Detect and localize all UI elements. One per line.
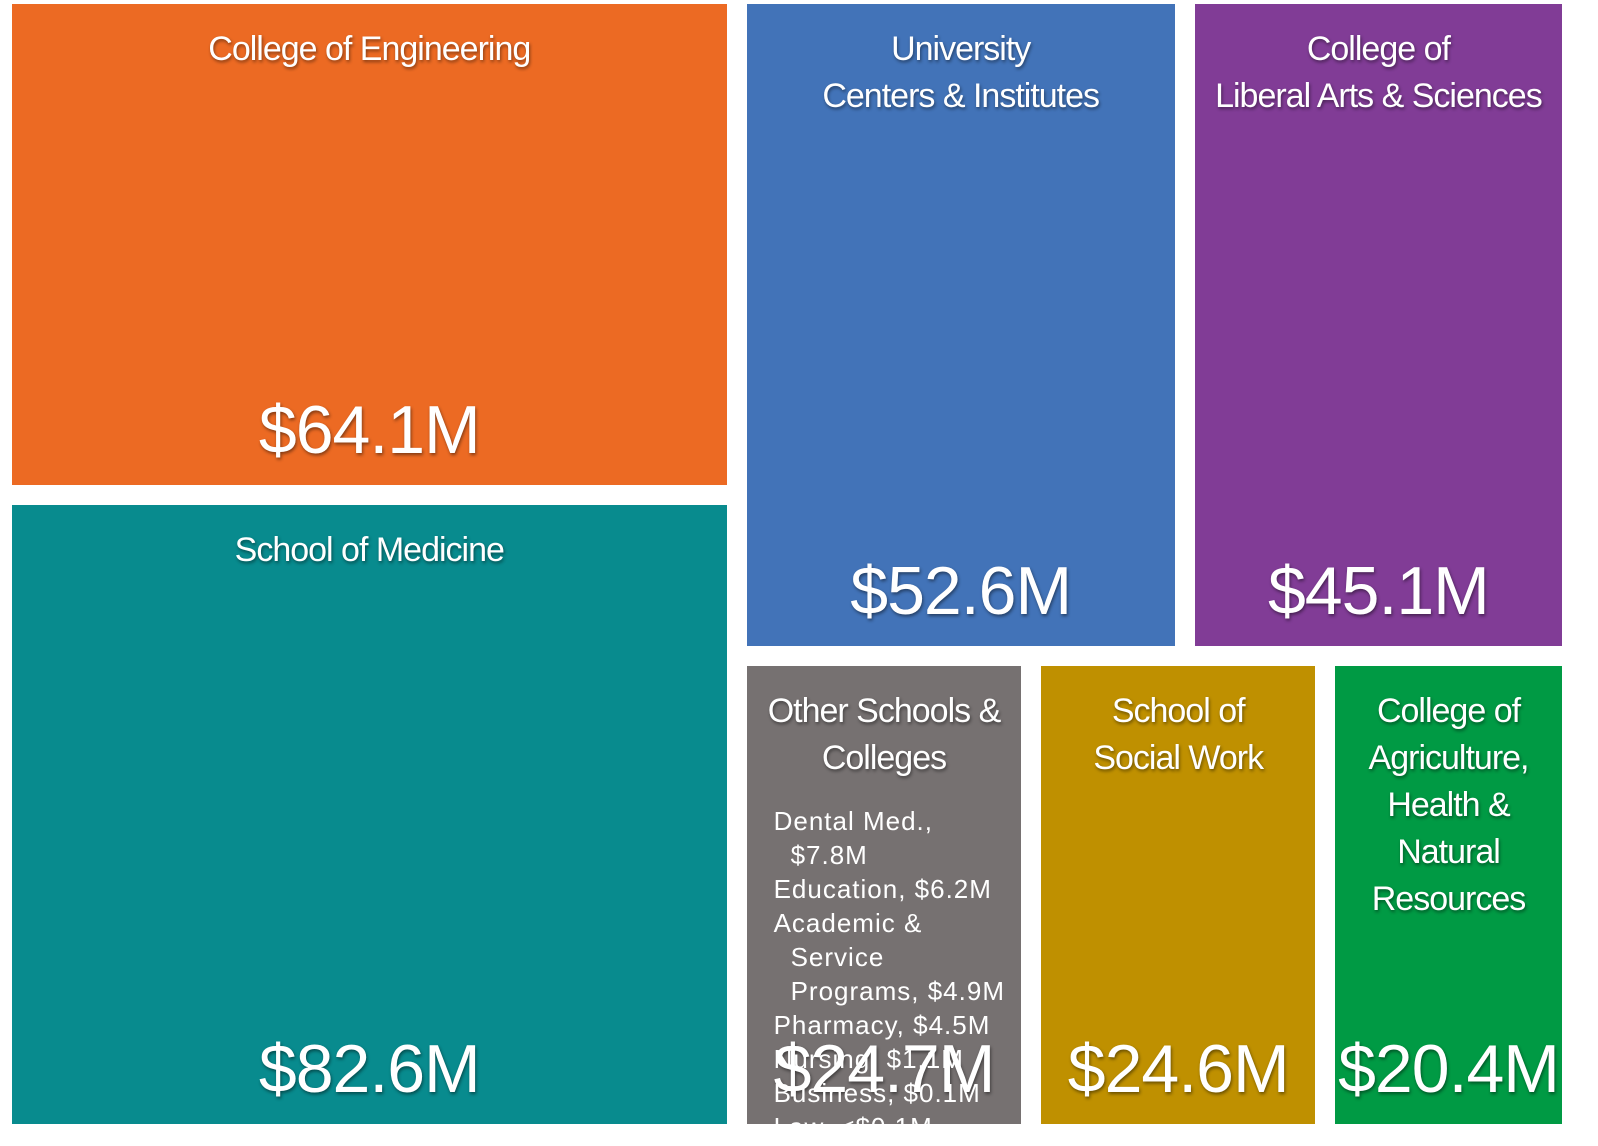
tile-label: Other Schools & Colleges	[767, 691, 1002, 777]
value-label: $24.6M	[1067, 1030, 1290, 1107]
tile: School of Social Work $24.6M	[1041, 665, 1316, 1124]
detail-item: Nursing, $1.1M	[773, 1043, 964, 1074]
tile-label: College of Liberal Arts & Sciences	[1215, 30, 1543, 115]
tile-label: College of Agriculture, Health & Natural…	[1368, 691, 1530, 918]
value-label: $24.7M	[773, 1030, 996, 1107]
detail-item: Pharmacy, $4.5M	[773, 1009, 991, 1040]
detail-list: Dental Med., $7.8M Education, $6.2M Academ…	[774, 804, 1012, 1124]
tile-label: School of Medicine	[234, 530, 505, 569]
tile: Other Schools & Colleges $24.7M Dental Med…	[746, 665, 1022, 1124]
tile: University Centers & Institutes $52.6M	[746, 4, 1175, 646]
tile-label: University Centers & Institutes	[822, 30, 1100, 115]
detail-item: Law, <$0.1M	[774, 1110, 1012, 1124]
value-label: $64.1M	[258, 391, 481, 468]
detail-item: Dental Med., $7.8M	[773, 805, 933, 870]
value-label: $82.6M	[258, 1030, 481, 1107]
value-label: $45.1M	[1267, 552, 1490, 629]
tile: School of Medicine $82.6M	[12, 504, 727, 1124]
value-label: $20.4M	[1338, 1030, 1560, 1107]
value-label: $52.6M	[850, 552, 1072, 629]
detail-item: Business, $0.1M	[773, 1077, 981, 1108]
detail-item: Academic & Service Programs, $4.9M	[773, 907, 1005, 1006]
detail-item: Education, $6.2M	[773, 873, 992, 904]
tile: College of Agriculture, Health & Natural…	[1335, 665, 1562, 1124]
tile-label: School of Social Work	[1093, 691, 1264, 777]
tile-label: College of Engineering	[208, 30, 531, 68]
tile: College of Liberal Arts & Sciences $45.1M	[1194, 4, 1562, 646]
tile: College of Engineering $64.1M	[12, 4, 727, 485]
